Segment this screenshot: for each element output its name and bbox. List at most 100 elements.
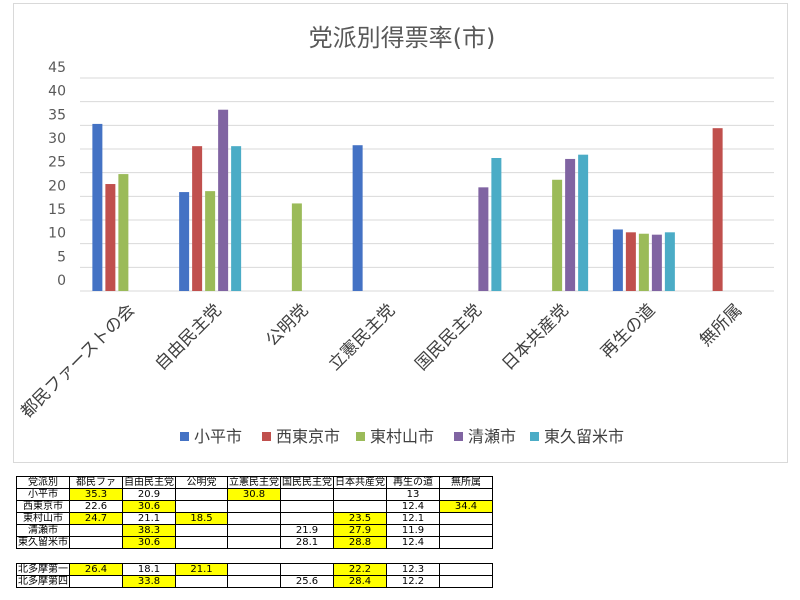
row-label-cell: 小平市 xyxy=(16,488,70,501)
y-tick-label: 10 xyxy=(48,226,66,242)
table-header-cell: 自由民主党 xyxy=(122,476,176,489)
bar xyxy=(105,184,116,291)
bar xyxy=(218,109,229,291)
table-cell: 27.9 xyxy=(333,524,387,537)
table-cell: 30.6 xyxy=(122,500,176,513)
row-label-cell: 東久留米市 xyxy=(16,536,70,549)
table-cell xyxy=(227,536,281,549)
legend-swatch xyxy=(262,432,271,441)
table-cell xyxy=(227,524,281,537)
table-cell xyxy=(175,536,228,549)
category-label: 日本共産党 xyxy=(498,300,572,374)
table-cell xyxy=(439,575,493,588)
category-label: 立憲民主党 xyxy=(324,300,399,375)
table-row: 東久留米市 30.6 28.1 28.8 12.4 xyxy=(16,536,493,549)
category-label: 国民民主党 xyxy=(412,300,486,374)
legend-label: 小平市 xyxy=(194,427,242,446)
table-cell: 26.4 xyxy=(69,563,123,576)
table-cell xyxy=(333,500,387,513)
table-header-cell: 党派別 xyxy=(16,476,70,489)
table-cell xyxy=(175,524,228,537)
y-tick-label: 35 xyxy=(48,107,66,123)
table-header-cell: 無所属 xyxy=(439,476,493,489)
table-cell: 30.6 xyxy=(122,536,176,549)
table-cell: 22.6 xyxy=(69,500,123,513)
bar xyxy=(118,174,129,291)
category-label: 無所属 xyxy=(696,300,746,350)
table-row: 北多摩第一 26.4 18.1 21.1 22.2 12.3 xyxy=(16,563,493,576)
bars xyxy=(92,109,723,291)
table-cell: 28.4 xyxy=(333,575,387,588)
table-header-cell: 国民民主党 xyxy=(280,476,334,489)
y-tick-label: 40 xyxy=(48,84,66,100)
legend-swatch xyxy=(356,432,365,441)
table-cell xyxy=(175,488,228,501)
table-cell xyxy=(227,500,281,513)
data-table: 党派別 都民ファ 自由民主党 公明党 立憲民主党 国民民主党 日本共産党 再生の道 無所属 小平市… xyxy=(16,476,493,549)
bar xyxy=(192,146,203,291)
row-label-cell: 北多摩第四 xyxy=(16,575,70,588)
table-cell: 23.5 xyxy=(333,512,387,525)
table-row: 東村山市 24.7 21.1 18.5 23.5 12.1 xyxy=(16,512,493,525)
table-cell: 18.5 xyxy=(175,512,228,525)
bar xyxy=(478,187,489,291)
legend: 小平市 西東京市 東村山市 清瀬市 東久留米市 xyxy=(180,427,624,446)
bar xyxy=(578,154,589,291)
table-cell: 30.8 xyxy=(227,488,281,501)
table-cell xyxy=(69,575,123,588)
y-tick-label: 20 xyxy=(48,178,66,194)
table-cell: 12.3 xyxy=(386,563,440,576)
legend-label: 西東京市 xyxy=(276,427,340,446)
table-cell xyxy=(227,575,281,588)
table-cell xyxy=(69,536,123,549)
table-cell: 33.8 xyxy=(122,575,176,588)
row-label-cell: 北多摩第一 xyxy=(16,563,70,576)
table-cell: 20.9 xyxy=(122,488,176,501)
table-cell: 18.1 xyxy=(122,563,176,576)
table-cell xyxy=(280,488,334,501)
bar xyxy=(205,191,216,291)
y-tick-label: 0 xyxy=(57,273,66,289)
table-cell: 22.2 xyxy=(333,563,387,576)
table-header-row: 党派別 都民ファ 自由民主党 公明党 立憲民主党 国民民主党 日本共産党 再生の道 無所属 xyxy=(16,476,493,489)
table-row: 清瀬市 38.3 21.9 27.9 11.9 xyxy=(16,524,493,537)
table-cell xyxy=(175,500,228,513)
legend-swatch xyxy=(530,432,539,441)
table-cell: 35.3 xyxy=(69,488,123,501)
table-cell: 12.4 xyxy=(386,500,440,513)
bar xyxy=(231,146,242,291)
table-cell: 24.7 xyxy=(69,512,123,525)
category-label: 都民ファーストの会 xyxy=(17,300,139,422)
chart-title: 党派別得票率(市) xyxy=(309,24,496,52)
table-cell: 28.1 xyxy=(280,536,334,549)
table-cell: 11.9 xyxy=(386,524,440,537)
table-cell: 21.1 xyxy=(175,563,228,576)
table-cell xyxy=(280,500,334,513)
bar xyxy=(491,157,502,291)
y-axis-ticks: 45 40 35 30 25 20 15 10 5 0 xyxy=(48,60,66,289)
bar xyxy=(612,229,623,291)
x-axis-categories: 都民ファーストの会 自由民主党 公明党 立憲民主党 国民民主党 日本共産党 再生の道 無所属 xyxy=(17,300,746,422)
bar xyxy=(179,192,190,291)
legend-label: 東村山市 xyxy=(370,427,434,446)
table-cell: 12.4 xyxy=(386,536,440,549)
legend-swatch xyxy=(180,432,189,441)
table-cell: 25.6 xyxy=(280,575,334,588)
category-label: 再生の道 xyxy=(597,300,659,362)
bar xyxy=(638,233,649,291)
table-cell: 28.8 xyxy=(333,536,387,549)
table-cell xyxy=(280,512,334,525)
chart-area: 党派別得票率(市) 45 40 35 30 25 20 15 10 5 0 都民ファーストの会 自由… xyxy=(13,3,788,463)
table-row: 西東京市 22.6 30.6 12.4 34.4 xyxy=(16,500,493,513)
table-cell xyxy=(227,563,281,576)
table-cell xyxy=(175,575,228,588)
table-cell xyxy=(439,488,493,501)
bar xyxy=(352,145,363,291)
bar xyxy=(712,128,723,291)
table-cell xyxy=(439,512,493,525)
legend-label: 東久留米市 xyxy=(544,427,624,446)
table-cell: 13 xyxy=(386,488,440,501)
legend-swatch xyxy=(454,432,463,441)
y-tick-label: 25 xyxy=(48,155,66,171)
table-cell: 21.9 xyxy=(280,524,334,537)
